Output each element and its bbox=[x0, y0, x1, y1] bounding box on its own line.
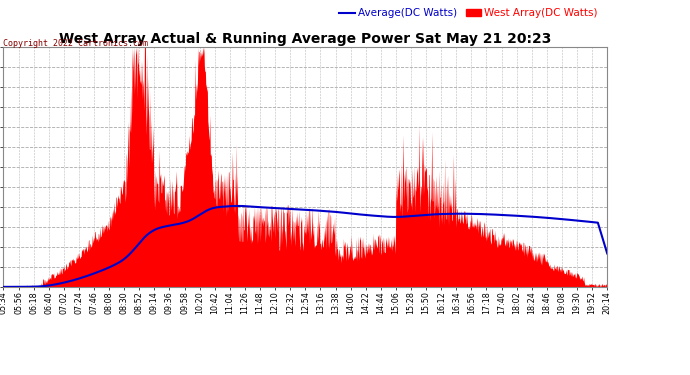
Legend: Average(DC Watts), West Array(DC Watts): Average(DC Watts), West Array(DC Watts) bbox=[335, 4, 602, 22]
Text: Copyright 2022 Cartronics.com: Copyright 2022 Cartronics.com bbox=[3, 39, 148, 48]
Title: West Array Actual & Running Average Power Sat May 21 20:23: West Array Actual & Running Average Powe… bbox=[59, 32, 551, 46]
